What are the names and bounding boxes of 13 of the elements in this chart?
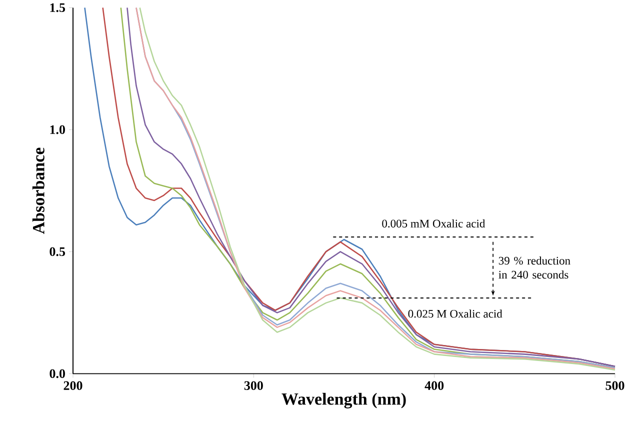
x-tick-label: 400	[424, 381, 444, 390]
y-tick-label: 0.5	[50, 247, 66, 256]
annotation: 39 % reduction in 240 seconds	[498, 256, 570, 279]
x-tick-label: 200	[64, 381, 82, 390]
y-tick-label: 1.0	[50, 125, 65, 134]
x-tick-label: 300	[244, 381, 263, 390]
y-axis-title: Absorbance	[32, 148, 44, 234]
y-tick-label: 1.5	[50, 3, 66, 12]
y-tick-label: 0.0	[50, 369, 65, 378]
x-axis-title: Wavelength (nm)	[282, 392, 406, 409]
ref-line-label: 0.025 M Oxalic acid	[408, 310, 502, 318]
ref-line-label: 0.005 mM Oxalic acid	[382, 220, 486, 228]
x-tick-label: 500	[606, 381, 624, 390]
